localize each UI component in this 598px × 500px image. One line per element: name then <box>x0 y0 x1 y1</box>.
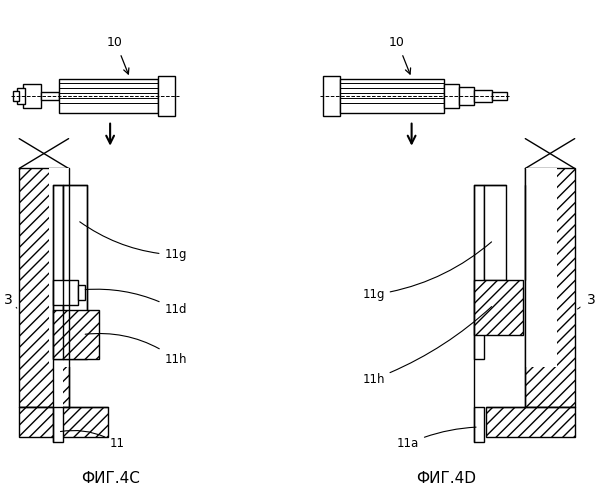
Bar <box>525 168 575 407</box>
Text: ФИГ.4C: ФИГ.4C <box>81 471 139 486</box>
Bar <box>53 310 99 360</box>
Text: 3: 3 <box>4 292 13 306</box>
Bar <box>525 168 557 368</box>
Bar <box>492 92 507 100</box>
Bar <box>19 168 69 407</box>
Bar <box>53 407 63 442</box>
Bar <box>59 79 157 113</box>
Bar <box>41 92 59 100</box>
Bar <box>157 76 175 116</box>
Bar <box>13 91 19 101</box>
Text: 11g: 11g <box>80 222 187 262</box>
Bar <box>78 285 86 300</box>
Bar <box>19 407 108 437</box>
Bar <box>484 186 505 280</box>
Text: 10: 10 <box>389 36 405 49</box>
Text: 11a: 11a <box>397 427 476 450</box>
Bar <box>340 79 444 113</box>
Bar <box>53 168 63 407</box>
Text: 10: 10 <box>107 36 123 49</box>
Bar <box>323 76 340 116</box>
Bar <box>474 407 484 442</box>
Bar <box>474 280 523 334</box>
Text: ФИГ.4D: ФИГ.4D <box>416 471 476 486</box>
Bar <box>63 186 87 360</box>
Text: 3: 3 <box>587 292 596 306</box>
Text: 11d: 11d <box>85 289 187 316</box>
Text: 11h: 11h <box>85 334 187 366</box>
Bar <box>486 407 575 437</box>
Bar <box>474 186 484 360</box>
Bar <box>444 84 459 108</box>
Bar <box>23 84 41 108</box>
Bar <box>17 88 25 104</box>
Bar <box>53 186 63 360</box>
Text: 11h: 11h <box>362 306 492 386</box>
Bar <box>49 168 71 368</box>
Bar <box>459 87 474 105</box>
Bar <box>53 280 78 304</box>
Bar <box>474 90 492 102</box>
Text: 11g: 11g <box>362 242 492 301</box>
Text: 11: 11 <box>60 430 125 450</box>
